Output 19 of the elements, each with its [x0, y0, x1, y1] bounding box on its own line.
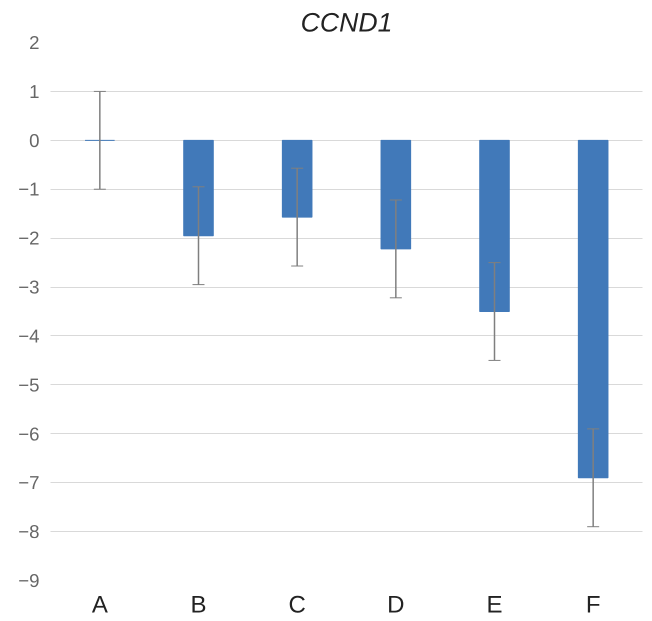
chart-title: CCND1 [300, 8, 392, 38]
x-tick-label: D [387, 592, 405, 618]
y-tick-label: −3 [18, 276, 40, 298]
x-tick-label: C [288, 592, 306, 618]
x-tick-label: A [92, 592, 108, 618]
y-tick-label: 2 [29, 32, 40, 53]
x-tick-label: E [486, 592, 503, 618]
y-tick-label: −4 [18, 325, 40, 346]
y-tick-label: −2 [18, 228, 40, 249]
x-tick-label: F [586, 592, 601, 618]
y-tick-label: 1 [29, 80, 40, 102]
y-tick-label: −8 [18, 521, 40, 542]
y-tick-label: −5 [18, 374, 40, 396]
y-tick-label: −9 [18, 570, 40, 591]
x-tick-label: B [190, 592, 207, 618]
y-tick-label: 0 [29, 130, 40, 151]
y-tick-label: −7 [18, 472, 40, 494]
y-tick-label: −1 [18, 178, 40, 200]
y-tick-label: −6 [18, 423, 40, 444]
